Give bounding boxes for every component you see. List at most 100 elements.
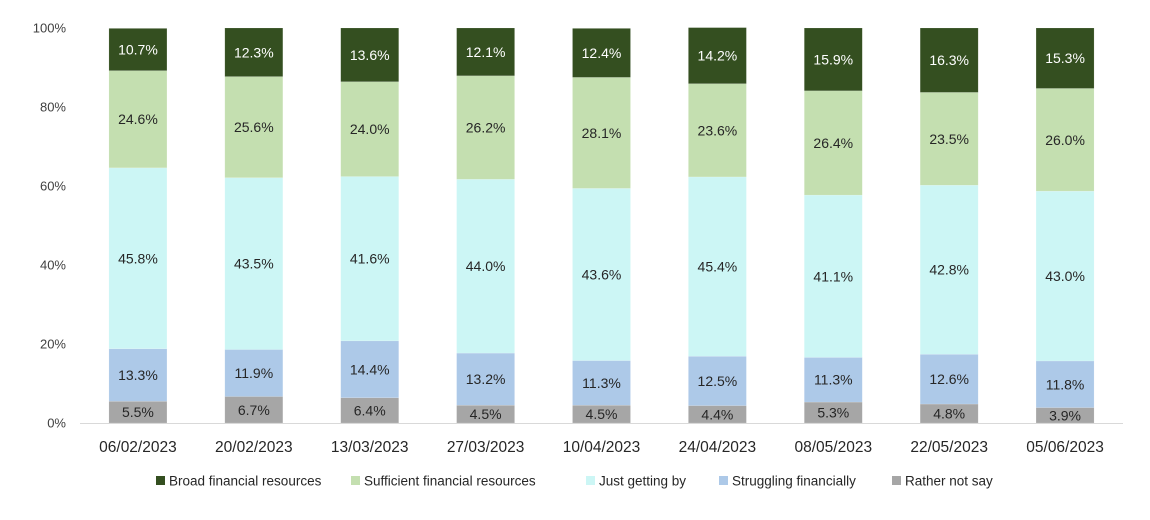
data-label: 44.0% — [466, 258, 506, 274]
data-label: 12.6% — [929, 371, 969, 387]
bar-segment-sufficient-financial-resources — [688, 83, 747, 178]
data-label: 11.9% — [234, 365, 273, 381]
bar-stack: 4.5% 13.2% 44.0% 26.2% 12.1% — [456, 27, 515, 424]
bar-segment-struggling-financially — [572, 360, 631, 406]
legend-label: Struggling financially — [732, 474, 856, 489]
bar-segment-just-getting-by — [804, 194, 863, 358]
data-label: 4.5% — [586, 406, 618, 422]
bar-stack: 6.7% 11.9% 43.5% 25.6% 12.3% — [224, 27, 284, 424]
data-label: 16.3% — [929, 52, 969, 68]
data-label: 11.3% — [814, 372, 853, 388]
x-axis: 06/02/2023 20/02/2023 13/03/2023 27/03/2023… — [99, 439, 1104, 456]
bar-segment-struggling-financially — [340, 340, 399, 398]
data-label: 25.6% — [234, 119, 274, 135]
legend-swatch — [719, 476, 728, 485]
data-label: 26.2% — [466, 120, 506, 136]
bar-segment-struggling-financially — [224, 349, 284, 397]
data-label: 15.3% — [1045, 50, 1085, 66]
data-label: 6.7% — [238, 402, 270, 418]
x-tick-label: 05/06/2023 — [1026, 439, 1104, 456]
bar-segment-struggling-financially — [108, 348, 168, 402]
bar-segment-struggling-financially — [688, 355, 747, 406]
data-label: 41.1% — [813, 268, 853, 284]
data-label: 12.4% — [582, 45, 622, 61]
legend-swatch — [892, 476, 901, 485]
bar-segment-broad-financial-resources — [224, 27, 284, 77]
bar-segment-just-getting-by — [688, 176, 747, 357]
bar-segment-broad-financial-resources — [688, 27, 747, 84]
data-label: 26.0% — [1045, 132, 1085, 148]
x-tick-label: 24/04/2023 — [679, 439, 757, 456]
data-label: 11.3% — [582, 375, 621, 391]
legend-label: Broad financial resources — [169, 474, 322, 489]
data-label: 5.3% — [817, 405, 849, 421]
bars-group: 5.5% 13.3% 45.8% 24.6% 10.7% 6.7% 11.9% 43.5% 25… — [108, 27, 1095, 424]
x-tick-label: 27/03/2023 — [447, 439, 525, 456]
bar-segment-struggling-financially — [1035, 360, 1095, 408]
bar-segment-sufficient-financial-resources — [1035, 88, 1095, 192]
legend-item: Just getting by — [586, 474, 686, 489]
bar-segment-just-getting-by — [224, 177, 284, 350]
y-tick-label: 80% — [40, 100, 66, 115]
data-label: 24.0% — [350, 121, 390, 137]
data-label: 12.5% — [698, 373, 738, 389]
bar-stack: 6.4% 14.4% 41.6% 24.0% 13.6% — [340, 27, 399, 424]
x-tick-label: 10/04/2023 — [563, 439, 641, 456]
data-label: 26.4% — [813, 135, 853, 151]
bar-segment-broad-financial-resources — [108, 28, 168, 71]
bar-stack: 4.4% 12.5% 45.4% 23.6% 14.2% — [688, 27, 747, 424]
data-label: 28.1% — [582, 125, 622, 141]
legend-label: Just getting by — [599, 474, 686, 489]
bar-segment-struggling-financially — [456, 352, 515, 406]
bar-segment-sufficient-financial-resources — [919, 92, 979, 186]
legend-item: Rather not say — [892, 474, 993, 489]
bar-segment-sufficient-financial-resources — [108, 70, 168, 169]
data-label: 5.5% — [122, 404, 154, 420]
data-label: 23.5% — [929, 131, 969, 147]
x-tick-label: 20/02/2023 — [215, 439, 293, 456]
bar-stack: 5.5% 13.3% 45.8% 24.6% 10.7% — [108, 28, 168, 424]
bar-segment-sufficient-financial-resources — [804, 90, 863, 196]
data-label: 41.6% — [350, 251, 390, 267]
bar-segment-just-getting-by — [572, 188, 631, 361]
y-tick-label: 60% — [40, 179, 66, 194]
bar-segment-just-getting-by — [919, 184, 979, 355]
y-axis: 0% 20% 40% 60% 80% 100% — [33, 21, 67, 431]
data-label: 14.2% — [698, 48, 738, 64]
legend-swatch — [156, 476, 165, 485]
data-label: 43.0% — [1045, 268, 1085, 284]
x-tick-label: 06/02/2023 — [99, 439, 177, 456]
data-label: 24.6% — [118, 111, 158, 127]
bar-segment-broad-financial-resources — [340, 27, 399, 82]
bar-segment-sufficient-financial-resources — [456, 75, 515, 180]
bar-stack: 4.8% 12.6% 42.8% 23.5% 16.3% — [919, 27, 979, 424]
data-label: 13.6% — [350, 47, 390, 63]
data-label: 13.3% — [118, 367, 158, 383]
legend-swatch — [586, 476, 595, 485]
data-label: 42.8% — [929, 262, 969, 278]
data-label: 43.6% — [582, 266, 622, 282]
data-label: 13.2% — [466, 371, 506, 387]
data-label: 4.4% — [701, 406, 733, 422]
bar-segment-sufficient-financial-resources — [572, 77, 631, 189]
x-tick-label: 13/03/2023 — [331, 439, 409, 456]
y-tick-label: 20% — [40, 337, 66, 352]
bar-segment-sufficient-financial-resources — [224, 76, 284, 178]
bar-segment-broad-financial-resources — [1035, 27, 1095, 89]
legend-item: Broad financial resources — [156, 474, 322, 489]
x-tick-label: 22/05/2023 — [910, 439, 988, 456]
bar-segment-broad-financial-resources — [456, 27, 515, 77]
data-label: 10.7% — [118, 42, 158, 58]
bar-stack: 5.3% 11.3% 41.1% 26.4% 15.9% — [804, 27, 863, 424]
bar-segment-broad-financial-resources — [572, 28, 631, 78]
bar-stack: 3.9% 11.8% 43.0% 26.0% 15.3% — [1035, 27, 1095, 423]
x-tick-label: 08/05/2023 — [794, 439, 872, 456]
data-label: 4.5% — [470, 406, 502, 422]
data-label: 12.3% — [234, 44, 274, 60]
bar-segment-sufficient-financial-resources — [340, 81, 399, 177]
y-tick-label: 100% — [33, 21, 67, 36]
bar-segment-struggling-financially — [919, 354, 979, 405]
data-label: 6.4% — [354, 402, 386, 418]
